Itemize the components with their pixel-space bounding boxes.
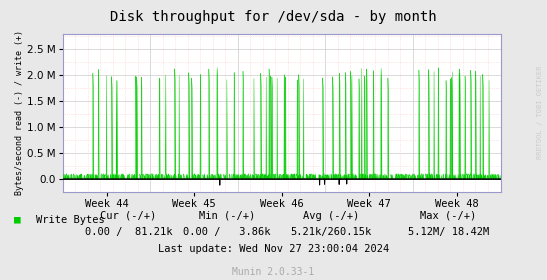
Text: Avg (-/+): Avg (-/+) — [303, 211, 359, 221]
Text: Last update: Wed Nov 27 23:00:04 2024: Last update: Wed Nov 27 23:00:04 2024 — [158, 244, 389, 254]
Text: 0.00 /  81.21k: 0.00 / 81.21k — [85, 227, 172, 237]
Text: Cur (-/+): Cur (-/+) — [101, 211, 156, 221]
Text: Disk throughput for /dev/sda - by month: Disk throughput for /dev/sda - by month — [110, 10, 437, 24]
Text: ■: ■ — [14, 215, 20, 225]
Text: Munin 2.0.33-1: Munin 2.0.33-1 — [232, 267, 315, 277]
Text: 5.21k/260.15k: 5.21k/260.15k — [290, 227, 371, 237]
Text: Min (-/+): Min (-/+) — [199, 211, 255, 221]
Y-axis label: Bytes/second read (-) / write (+): Bytes/second read (-) / write (+) — [15, 30, 25, 195]
Text: 0.00 /   3.86k: 0.00 / 3.86k — [183, 227, 271, 237]
Text: Max (-/+): Max (-/+) — [421, 211, 476, 221]
Text: Write Bytes: Write Bytes — [36, 215, 104, 225]
Text: RRDTOOL / TOBI OETIKER: RRDTOOL / TOBI OETIKER — [537, 65, 543, 159]
Text: 5.12M/ 18.42M: 5.12M/ 18.42M — [408, 227, 489, 237]
